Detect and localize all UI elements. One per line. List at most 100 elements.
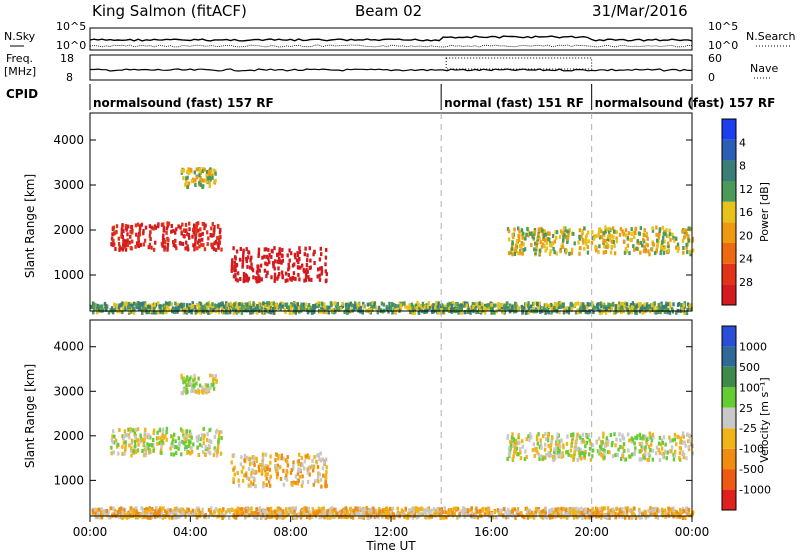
data-cell <box>641 310 644 315</box>
data-cell <box>334 301 337 306</box>
data-cell <box>425 304 428 309</box>
data-cell <box>236 506 240 511</box>
data-cell <box>242 248 245 253</box>
data-cell <box>190 435 193 440</box>
data-cell <box>534 448 537 453</box>
data-cell <box>668 449 672 453</box>
data-cell <box>328 511 332 516</box>
data-cell <box>127 433 130 438</box>
data-cell <box>621 507 624 512</box>
data-cell <box>195 230 198 235</box>
data-cell <box>636 239 639 244</box>
data-cell <box>519 456 523 461</box>
data-cell <box>264 261 267 266</box>
data-cell <box>308 246 311 251</box>
data-cell <box>190 179 194 184</box>
data-cell <box>672 235 675 240</box>
data-cell <box>284 458 288 463</box>
data-cell <box>558 448 561 453</box>
data-cell <box>551 457 555 462</box>
data-cell <box>268 301 272 306</box>
data-cell <box>334 303 338 308</box>
data-cell <box>282 509 285 514</box>
data-cell <box>562 506 566 511</box>
data-cell <box>280 259 283 264</box>
data-cell <box>372 506 375 511</box>
data-cell <box>138 306 142 311</box>
data-cell <box>182 380 185 385</box>
colorbar-swatch <box>722 469 736 490</box>
data-cell <box>510 513 513 518</box>
data-cell <box>312 252 315 257</box>
data-cell <box>182 168 185 173</box>
data-cell <box>447 513 450 518</box>
data-cell <box>320 252 323 257</box>
data-cell <box>456 515 459 520</box>
data-cell <box>199 175 202 180</box>
data-cell <box>202 309 206 314</box>
data-cell <box>134 435 137 440</box>
data-cell <box>665 456 668 461</box>
colorbar-swatch <box>722 181 736 202</box>
data-cell <box>196 240 200 245</box>
data-cell <box>320 484 323 489</box>
data-cell <box>391 512 395 517</box>
data-cell <box>124 243 127 248</box>
data-cell <box>289 470 293 475</box>
data-cell <box>264 308 267 313</box>
data-cell <box>515 239 519 244</box>
data-cell <box>429 508 433 513</box>
data-cell <box>636 303 639 308</box>
data-cell <box>260 302 264 307</box>
data-cell <box>294 515 297 520</box>
colorbar-tick-label: 12 <box>739 183 753 196</box>
data-cell <box>475 301 478 306</box>
data-cell <box>573 511 576 516</box>
data-cell <box>537 452 541 457</box>
data-cell <box>167 304 170 309</box>
data-cell <box>547 443 550 448</box>
data-cell <box>347 308 350 313</box>
data-cell <box>625 302 629 307</box>
data-cell <box>631 301 635 306</box>
data-cell <box>245 247 248 252</box>
data-cell <box>216 236 219 241</box>
data-cell <box>588 438 591 443</box>
data-cell <box>413 307 416 312</box>
data-cell <box>649 506 652 511</box>
data-cell <box>555 230 559 235</box>
data-cell <box>387 514 391 519</box>
data-cell <box>564 248 567 253</box>
data-cell <box>687 433 691 438</box>
data-cell <box>115 303 118 308</box>
data-cell <box>154 225 157 230</box>
data-cell <box>154 240 157 245</box>
data-cell <box>180 231 183 236</box>
data-cell <box>135 232 138 237</box>
data-cell <box>574 310 578 315</box>
data-cell <box>182 302 186 307</box>
data-cell <box>297 306 301 311</box>
data-cell <box>101 308 105 313</box>
data-cell <box>385 307 389 312</box>
data-cell <box>307 275 310 280</box>
data-cell <box>666 307 669 312</box>
data-cell <box>268 483 272 488</box>
data-cell <box>548 242 552 247</box>
data-cell <box>127 304 130 309</box>
data-cell <box>152 247 156 252</box>
data-cell <box>193 223 196 228</box>
data-cell <box>180 375 183 380</box>
data-cell <box>269 474 272 479</box>
data-cell <box>596 449 600 454</box>
cpid-label: CPID <box>6 87 38 101</box>
data-cell <box>448 302 452 307</box>
data-cell <box>276 463 279 468</box>
data-cell <box>681 450 684 455</box>
data-cell <box>311 459 314 463</box>
data-cell <box>574 442 578 447</box>
data-cell <box>637 514 640 519</box>
data-cell <box>164 301 168 306</box>
data-cell <box>217 243 220 248</box>
data-cell <box>371 301 374 306</box>
